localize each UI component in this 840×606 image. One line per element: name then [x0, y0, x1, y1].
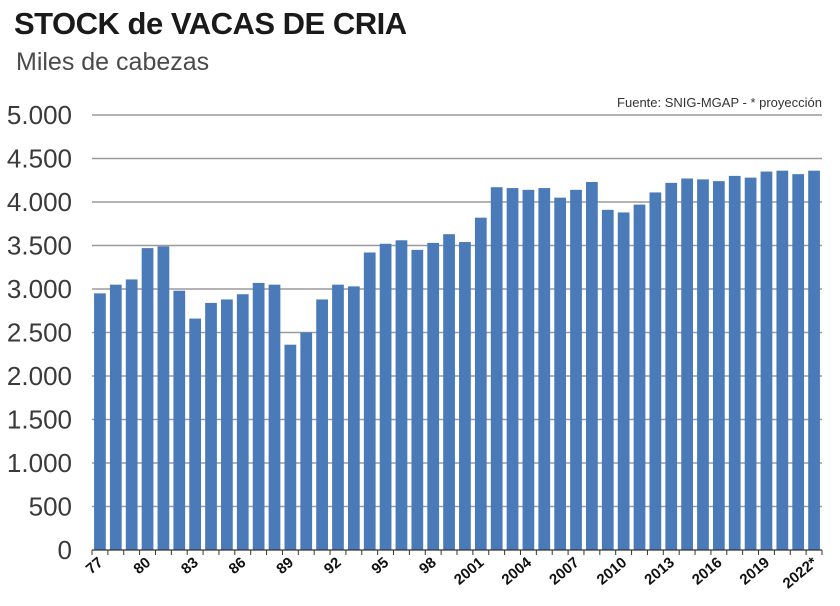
- y-tick-label: 2.000: [7, 361, 72, 391]
- x-tick-label: 77: [83, 554, 107, 578]
- gridlines: [92, 114, 822, 508]
- chart-subtitle: Miles de cabezas: [16, 48, 210, 76]
- x-tick-label: 2013: [641, 554, 677, 588]
- y-tick-label: 4.500: [7, 144, 72, 174]
- x-axis: 77 80 83 86 89 92 95 98 2001 2004 2007 2010 2013 2016…: [83, 549, 823, 592]
- x-tick-label: 2004: [498, 554, 535, 589]
- y-tick-label: 5.000: [7, 100, 72, 130]
- x-tick-label: 89: [273, 554, 297, 578]
- bar-77: [94, 293, 106, 550]
- bar-85: [221, 299, 233, 550]
- bar-81: [157, 246, 170, 550]
- x-tick-label: 83: [178, 554, 202, 578]
- bar-92: [332, 284, 344, 550]
- bar-2021: [792, 174, 805, 550]
- bar-2018: [744, 177, 757, 550]
- bar-2007: [570, 189, 582, 550]
- y-axis-ticks: 0 500 1.000 1.500 2.000 2.500 3.000 3.500 4.000 4…: [7, 100, 72, 565]
- bar-88: [268, 284, 281, 550]
- bar-2022*: [808, 170, 820, 550]
- y-tick-label: 1.500: [7, 405, 72, 435]
- x-tick-label: 2007: [546, 554, 582, 588]
- bar-96: [395, 240, 408, 550]
- bar-87: [252, 282, 265, 550]
- bar-2000: [459, 242, 471, 550]
- x-tick-label: 92: [321, 554, 345, 578]
- bar-2001: [474, 217, 487, 550]
- bar-91: [316, 299, 328, 550]
- bar-2008: [586, 181, 598, 551]
- bar-2012: [649, 192, 662, 550]
- bar-93: [347, 286, 360, 550]
- y-tick-label: 4.000: [7, 187, 72, 217]
- x-tick-label: 2019: [737, 554, 773, 588]
- chart-title: STOCK de VACAS DE CRIA: [14, 6, 407, 41]
- bar-2015: [697, 179, 709, 550]
- bar-2016: [712, 181, 725, 550]
- bar-83: [189, 318, 202, 550]
- bar-2006: [554, 197, 567, 550]
- bars: [94, 170, 820, 551]
- bar-2017: [728, 175, 741, 550]
- y-tick-label: 0: [58, 535, 72, 565]
- bar-89: [284, 344, 297, 550]
- bar-82: [173, 290, 186, 550]
- x-tick-label: 2010: [594, 554, 630, 588]
- bar-79: [125, 279, 138, 550]
- x-tick-label: 95: [368, 554, 392, 578]
- bar-2002: [490, 187, 503, 550]
- bar-2013: [665, 182, 678, 551]
- bar-84: [205, 302, 217, 550]
- bar-2009: [601, 209, 614, 550]
- bar-2004: [522, 189, 535, 550]
- y-tick-label: 3.000: [7, 274, 72, 304]
- bar-80: [141, 248, 154, 551]
- bar-99: [443, 234, 455, 550]
- bar-2020: [776, 170, 789, 550]
- bar-2005: [538, 188, 551, 550]
- bar-95: [379, 243, 392, 550]
- y-tick-label: 3.500: [7, 231, 72, 261]
- y-tick-label: 1.000: [7, 448, 72, 478]
- x-tick-label: 98: [416, 554, 440, 578]
- x-tick-label: 2001: [451, 554, 487, 588]
- bar-78: [109, 284, 122, 550]
- x-tick-label: 86: [226, 554, 250, 578]
- bar-2019: [760, 171, 773, 551]
- x-tick-label: 2022*: [780, 554, 821, 592]
- bar-2003: [506, 188, 519, 550]
- y-tick-label: 2.500: [7, 318, 72, 348]
- bar-2014: [681, 178, 693, 550]
- bar-97: [411, 249, 424, 550]
- x-tick-label: 80: [130, 554, 154, 578]
- bar-94: [363, 252, 376, 550]
- bar-90: [300, 332, 313, 550]
- x-tick-label: 2016: [689, 554, 725, 588]
- bar-2010: [617, 212, 630, 550]
- bar-2011: [633, 204, 646, 551]
- source-note: Fuente: SNIG-MGAP - * proyección: [617, 95, 822, 110]
- bar-98: [427, 242, 440, 550]
- y-tick-label: 500: [29, 492, 72, 522]
- bar-86: [236, 294, 249, 550]
